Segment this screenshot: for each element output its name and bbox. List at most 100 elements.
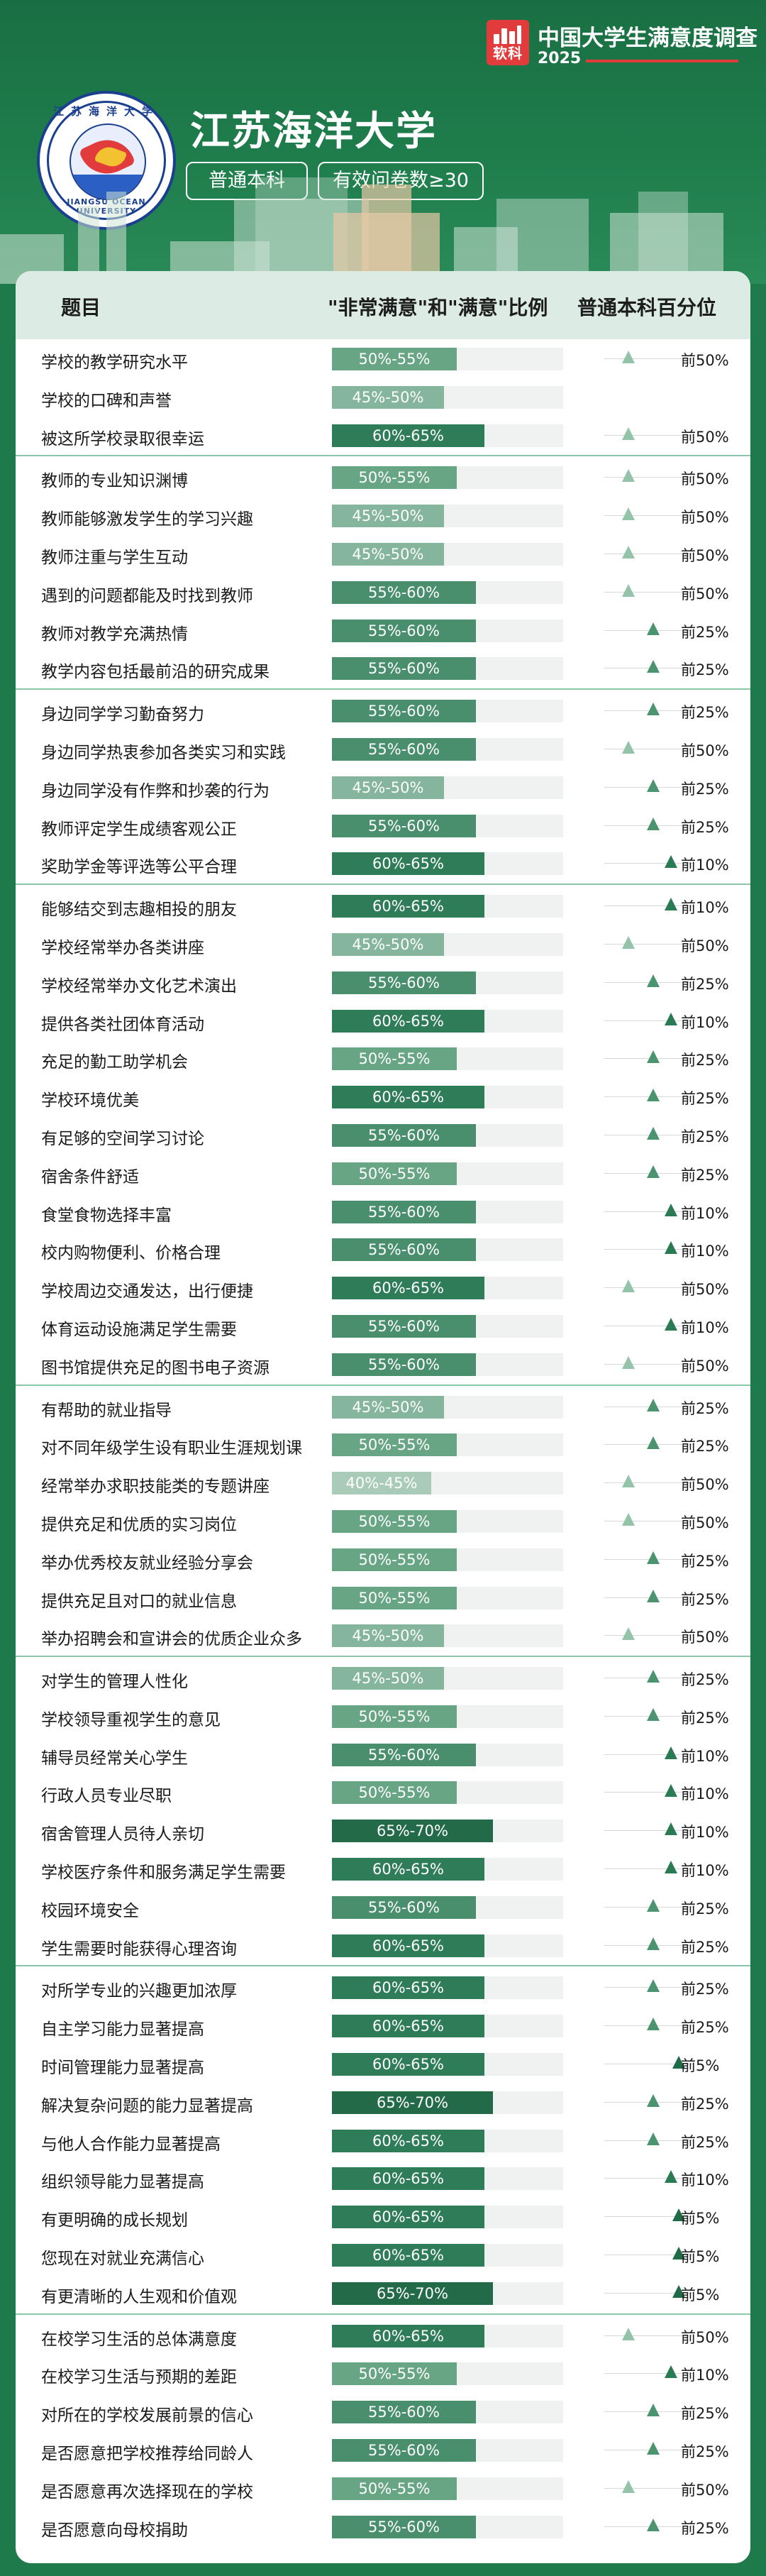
ratio-bar: 55%-60% xyxy=(332,737,476,761)
table-row: 举办招聘会和宣讲会的优质企业众多 45%-50% 前50% xyxy=(16,1616,750,1654)
percentile-label: 前50% xyxy=(681,1357,729,1375)
table-row: 教师注重与学生互动 45%-50% 前50% xyxy=(16,534,750,573)
percentile-label: 前25% xyxy=(681,704,729,722)
percentile-track xyxy=(604,515,694,517)
question-label: 行政人员专业尽职 xyxy=(41,1787,172,1806)
table-row: 教学内容包括最前沿的研究成果 55%-60% 前25% xyxy=(16,649,750,687)
percentile-marker-icon xyxy=(647,1089,660,1102)
question-label: 学校领导重视学生的意见 xyxy=(41,1710,221,1729)
table-row: 被这所学校录取很幸运 60%-65% 前50% xyxy=(16,416,750,454)
percentile-label: 前50% xyxy=(681,937,729,954)
question-label: 教师评定学生成绩客观公正 xyxy=(41,820,237,839)
percentile-label: 前50% xyxy=(681,428,729,446)
ratio-bar: 55%-60% xyxy=(332,1200,476,1223)
question-label: 有帮助的就业指导 xyxy=(41,1401,172,1420)
question-label: 是否愿意把学校推荐给同龄人 xyxy=(41,2445,253,2464)
ratio-bar: 55%-60% xyxy=(332,971,476,994)
percentile-marker-icon xyxy=(647,1979,660,1993)
table-row: 提供各类社团体育活动 60%-65% 前10% xyxy=(16,1001,750,1040)
group-divider xyxy=(16,1656,750,1658)
percentile-track xyxy=(604,1482,694,1484)
percentile-marker-icon xyxy=(622,2327,635,2340)
ratio-bar: 50%-55% xyxy=(332,1509,457,1533)
ratio-bar: 50%-55% xyxy=(332,2477,457,2500)
table-row: 学校医疗条件和服务满足学生需要 60%-65% 前10% xyxy=(16,1849,750,1888)
question-label: 校园环境安全 xyxy=(41,1901,139,1920)
ratio-bar: 50%-55% xyxy=(332,1548,457,1571)
percentile-label: 前25% xyxy=(681,1981,729,1998)
question-label: 是否愿意向母校捐助 xyxy=(41,2521,188,2540)
percentile-track xyxy=(604,477,694,478)
question-label: 教师的专业知识渊博 xyxy=(41,472,188,491)
ratio-bar: 55%-60% xyxy=(332,580,476,604)
satisfaction-table-card: 题目 "非常满意"和"满意"比例 普通本科百分位 学校的教学研究水平 50%-55… xyxy=(16,271,750,2563)
ratio-bar: 55%-60% xyxy=(332,814,476,837)
percentile-label: 前25% xyxy=(681,2019,729,2037)
question-label: 举办招聘会和宣讲会的优质企业众多 xyxy=(41,1630,302,1649)
question-label: 食堂食物选择丰富 xyxy=(41,1206,172,1225)
question-label: 身边同学没有作弊和抄袭的行为 xyxy=(41,781,270,800)
ratio-bar: 60%-65% xyxy=(332,2053,484,2076)
table-row: 学校经常举办各类讲座 45%-50% 前50% xyxy=(16,925,750,963)
question-label: 身边同学热衷参加各类实习和实践 xyxy=(41,743,286,762)
ratio-bar: 65%-70% xyxy=(332,1820,493,1843)
group-divider xyxy=(16,455,750,457)
percentile-marker-icon xyxy=(622,545,635,558)
ratio-bar: 60%-65% xyxy=(332,2015,484,2038)
percentile-label: 前25% xyxy=(681,2443,729,2461)
table-row: 在校学习生活的总体满意度 60%-65% 前50% xyxy=(16,2316,750,2355)
percentile-label: 前25% xyxy=(681,1709,729,1727)
question-label: 宿舍条件舒适 xyxy=(41,1167,139,1187)
table-row: 对不同年级学生设有职业生涯规划课 50%-55% 前25% xyxy=(16,1425,750,1463)
question-label: 教师注重与学生互动 xyxy=(41,548,188,567)
question-label: 提供充足且对口的就业信息 xyxy=(41,1592,237,1611)
percentile-label: 前25% xyxy=(681,1671,729,1689)
percentile-marker-icon xyxy=(647,1126,660,1140)
table-row: 提供充足和优质的实习岗位 50%-55% 前50% xyxy=(16,1502,750,1540)
question-label: 体育运动设施满足学生需要 xyxy=(41,1320,237,1339)
group-divider xyxy=(16,2313,750,2315)
percentile-label: 前50% xyxy=(681,1514,729,1531)
question-label: 宿舍管理人员待人亲切 xyxy=(41,1825,204,1844)
table-row: 行政人员专业尽职 50%-55% 前10% xyxy=(16,1773,750,1811)
percentile-marker-icon xyxy=(647,2132,660,2145)
percentile-marker-icon xyxy=(622,2479,635,2493)
ratio-bar: 50%-55% xyxy=(332,466,457,490)
question-label: 教师对教学充满热情 xyxy=(41,624,188,644)
question-label: 校内购物便利、价格合理 xyxy=(41,1244,221,1263)
table-row: 图书馆提供充足的图书电子资源 55%-60% 前50% xyxy=(16,1345,750,1383)
ratio-bar: 65%-70% xyxy=(332,2281,493,2305)
percentile-label: 前25% xyxy=(681,1900,729,1917)
ratio-bar: 60%-65% xyxy=(332,895,484,918)
percentile-label: 前10% xyxy=(681,2367,729,2384)
percentile-track xyxy=(604,358,694,359)
percentile-label: 前50% xyxy=(681,1281,729,1299)
percentile-marker-icon xyxy=(665,2365,677,2379)
percentile-label: 前10% xyxy=(681,899,729,917)
percentile-marker-icon xyxy=(647,1050,660,1064)
question-label: 学校的口碑和声誉 xyxy=(41,391,172,410)
percentile-track xyxy=(604,2335,694,2336)
question-label: 经常举办求职技能类的专题讲座 xyxy=(41,1477,270,1497)
percentile-marker-icon xyxy=(647,1937,660,1950)
ratio-bar: 60%-65% xyxy=(332,2244,484,2267)
table-row: 解决复杂问题的能力显著提高 65%-70% 前25% xyxy=(16,2083,750,2121)
percentile-label: 前50% xyxy=(681,742,729,759)
table-row: 食堂食物选择丰富 55%-60% 前10% xyxy=(16,1192,750,1231)
percentile-marker-icon xyxy=(647,660,660,673)
percentile-track xyxy=(604,1830,694,1832)
percentile-label: 前5% xyxy=(681,2210,720,2228)
table-row: 时间管理能力显著提高 60%-65% 前5% xyxy=(16,2044,750,2083)
percentile-marker-icon xyxy=(622,1475,635,1488)
table-row: 身边同学学习勤奋努力 55%-60% 前25% xyxy=(16,691,750,730)
table-row: 教师的专业知识渊博 50%-55% 前50% xyxy=(16,458,750,496)
ratio-bar: 60%-65% xyxy=(332,1009,484,1033)
percentile-marker-icon xyxy=(647,1398,660,1411)
question-label: 自主学习能力显著提高 xyxy=(41,2020,204,2040)
percentile-marker-icon xyxy=(647,1670,660,1683)
ratio-bar: 60%-65% xyxy=(332,2324,484,2347)
table-row: 有足够的空间学习讨论 55%-60% 前25% xyxy=(16,1116,750,1154)
ratio-bar: 60%-65% xyxy=(332,424,484,447)
question-label: 对不同年级学生设有职业生涯规划课 xyxy=(41,1439,302,1458)
percentile-marker-icon xyxy=(665,1203,677,1216)
